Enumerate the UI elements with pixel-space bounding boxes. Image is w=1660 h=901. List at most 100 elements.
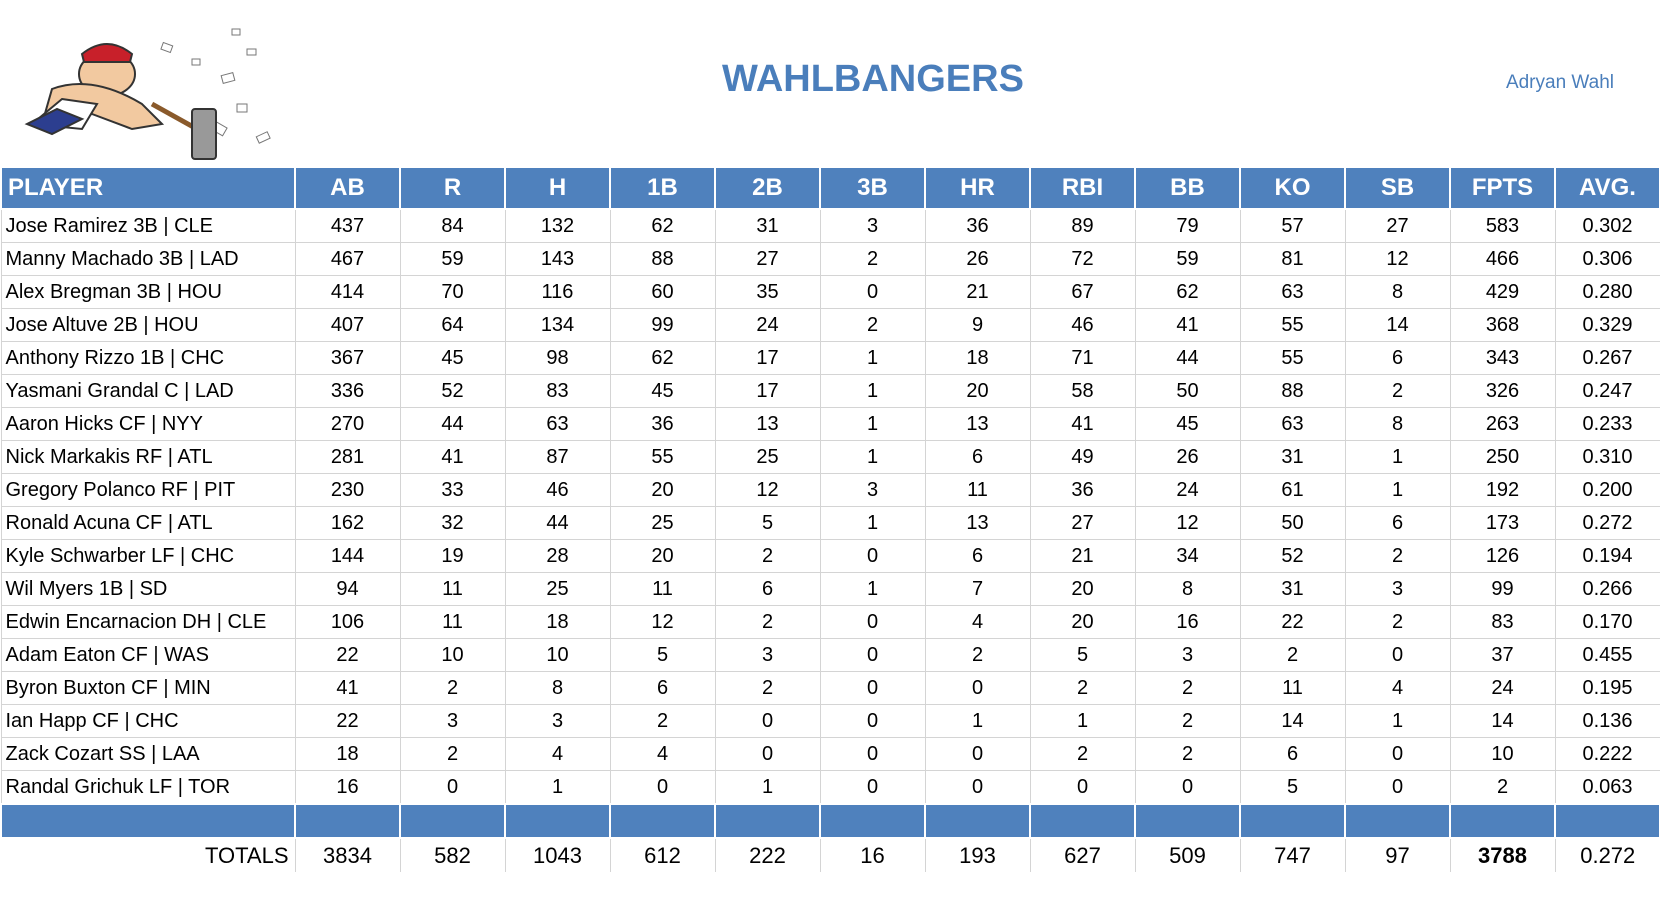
stat-cell: 11 xyxy=(399,572,506,606)
stat-cell: 1 xyxy=(819,572,926,606)
stat-cell: 2 xyxy=(609,704,716,738)
stat-cell: 3 xyxy=(819,208,926,243)
stat-cell: 2 xyxy=(819,308,926,342)
stat-cell: 2 xyxy=(1029,671,1136,705)
stat-cell: 0 xyxy=(399,770,506,805)
stat-cell: 22 xyxy=(1239,605,1346,639)
stat-cell: 18 xyxy=(504,605,611,639)
stat-cell: 8 xyxy=(504,671,611,705)
stat-cell: 0.247 xyxy=(1554,374,1660,408)
column-header: RBI xyxy=(1029,166,1136,210)
spacer-cell xyxy=(0,803,296,839)
stat-cell: 89 xyxy=(1029,208,1136,243)
spacer-cell xyxy=(504,803,611,839)
player-name: Yasmani Grandal C | LAD xyxy=(0,374,296,408)
stat-cell: 34 xyxy=(1134,539,1241,573)
stat-cell: 41 xyxy=(1134,308,1241,342)
stat-cell: 67 xyxy=(1029,275,1136,309)
stat-cell: 6 xyxy=(1344,506,1451,540)
stat-cell: 13 xyxy=(924,407,1031,441)
team-title: WAHLBANGERS xyxy=(722,58,1024,100)
stat-cell: 3 xyxy=(1344,572,1451,606)
stat-cell: 35 xyxy=(714,275,821,309)
stat-cell: 21 xyxy=(1029,539,1136,573)
stat-cell: 11 xyxy=(924,473,1031,507)
stat-cell: 2 xyxy=(1449,770,1556,805)
stat-cell: 0.267 xyxy=(1554,341,1660,375)
player-name: Randal Grichuk LF | TOR xyxy=(0,770,296,805)
player-row: Kyle Schwarber LF | CHC 144 19 28 20 2 0 6 21 34 5… xyxy=(0,539,1660,573)
stat-cell: 22 xyxy=(294,638,401,672)
stat-cell: 46 xyxy=(504,473,611,507)
stat-cell: 10 xyxy=(504,638,611,672)
spacer-cell xyxy=(924,803,1031,839)
stat-cell: 0.310 xyxy=(1554,440,1660,474)
player-row: Jose Ramirez 3B | CLE 437 84 132 62 31 3 36 89 79… xyxy=(0,208,1660,243)
stat-cell: 0 xyxy=(819,539,926,573)
stat-cell: 263 xyxy=(1449,407,1556,441)
totals-row: TOTALS 3834 582 1043 612 222 16 193 627 509 747 97 3… xyxy=(1,838,1660,872)
stat-cell: 24 xyxy=(1134,473,1241,507)
stat-cell: 437 xyxy=(294,208,401,243)
stat-cell: 116 xyxy=(504,275,611,309)
stat-cell: 13 xyxy=(924,506,1031,540)
stat-cell: 63 xyxy=(504,407,611,441)
stat-cell: 25 xyxy=(609,506,716,540)
stat-cell: 0 xyxy=(819,275,926,309)
stat-cell: 0.170 xyxy=(1554,605,1660,639)
stat-cell: 59 xyxy=(1134,242,1241,276)
player-name: Zack Cozart SS | LAA xyxy=(0,737,296,771)
stat-cell: 336 xyxy=(294,374,401,408)
column-header: FPTS xyxy=(1449,166,1556,210)
stat-cell: 79 xyxy=(1134,208,1241,243)
spacer-cell xyxy=(1344,803,1451,839)
spacer-cell xyxy=(1449,803,1556,839)
stat-cell: 7 xyxy=(924,572,1031,606)
stat-cell: 87 xyxy=(504,440,611,474)
stat-cell: 2 xyxy=(714,539,821,573)
stat-cell: 3 xyxy=(714,638,821,672)
stat-cell: 27 xyxy=(714,242,821,276)
stat-cell: 0 xyxy=(924,737,1031,771)
stat-cell: 62 xyxy=(609,208,716,243)
stat-cell: 0 xyxy=(1344,638,1451,672)
stat-cell: 0.063 xyxy=(1554,770,1660,805)
player-name: Anthony Rizzo 1B | CHC xyxy=(0,341,296,375)
player-name: Ian Happ CF | CHC xyxy=(0,704,296,738)
player-name: Ronald Acuna CF | ATL xyxy=(0,506,296,540)
spacer-cell xyxy=(1134,803,1241,839)
spacer-cell xyxy=(399,803,506,839)
stat-cell: 0 xyxy=(819,638,926,672)
stat-cell: 88 xyxy=(609,242,716,276)
stat-cell: 2 xyxy=(1134,737,1241,771)
player-row: Manny Machado 3B | LAD 467 59 143 88 27 2 26 72 5… xyxy=(0,242,1660,276)
stat-cell: 32 xyxy=(399,506,506,540)
stat-cell: 2 xyxy=(1344,605,1451,639)
stat-cell: 0.329 xyxy=(1554,308,1660,342)
stat-cell: 0.302 xyxy=(1554,208,1660,243)
stat-cell: 6 xyxy=(924,440,1031,474)
stat-cell: 2 xyxy=(1239,638,1346,672)
stat-cell: 2 xyxy=(399,671,506,705)
stat-cell: 71 xyxy=(1029,341,1136,375)
stat-cell: 4 xyxy=(1344,671,1451,705)
stat-cell: 98 xyxy=(504,341,611,375)
stat-cell: 2 xyxy=(399,737,506,771)
stat-cell: 11 xyxy=(609,572,716,606)
spacer-cell xyxy=(714,803,821,839)
stat-cell: 63 xyxy=(1239,275,1346,309)
stat-cell: 3 xyxy=(1134,638,1241,672)
stat-cell: 8 xyxy=(1344,407,1451,441)
stat-cell: 31 xyxy=(1239,440,1346,474)
totals-label: TOTALS xyxy=(204,842,289,868)
stat-cell: 250 xyxy=(1449,440,1556,474)
player-row: Edwin Encarnacion DH | CLE 106 11 18 12 2 0 4 20… xyxy=(0,605,1660,639)
player-row: Zack Cozart SS | LAA 18 2 4 4 0 0 0 2 2 6 0 10 0.222 xyxy=(0,737,1660,771)
total-cell: 3834 xyxy=(294,838,400,872)
stat-cell: 41 xyxy=(1029,407,1136,441)
player-name: Alex Bregman 3B | HOU xyxy=(0,275,296,309)
stat-cell: 49 xyxy=(1029,440,1136,474)
stat-cell: 18 xyxy=(294,737,401,771)
stat-cell: 88 xyxy=(1239,374,1346,408)
stat-cell: 2 xyxy=(1134,704,1241,738)
